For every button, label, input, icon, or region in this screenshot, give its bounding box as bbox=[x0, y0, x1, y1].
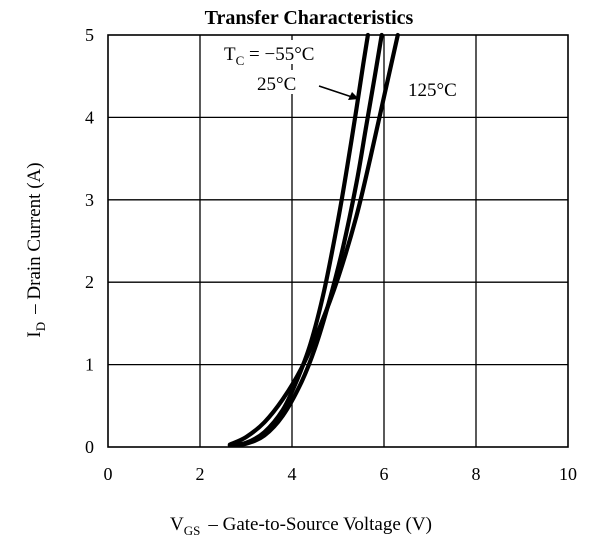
plot-frame bbox=[107, 34, 569, 448]
annotation-tc-symbol: T bbox=[224, 44, 236, 65]
y-tick-label: 4 bbox=[85, 107, 94, 127]
annotation-25c: 25°C bbox=[257, 74, 296, 95]
curves bbox=[227, 32, 400, 448]
annotation-bg-25 bbox=[254, 70, 316, 94]
y-tick-label: 3 bbox=[85, 190, 94, 210]
annotation-bg-tc bbox=[220, 40, 352, 64]
x-tick-label: 10 bbox=[559, 464, 577, 484]
y-axis-subscript: D bbox=[33, 322, 48, 331]
grid bbox=[108, 35, 568, 447]
annotation-25c-leader bbox=[318, 85, 353, 98]
y-tick-label: 2 bbox=[85, 272, 94, 292]
y-tick-label: 5 bbox=[85, 25, 94, 45]
annotation-tc: TC = −55°C bbox=[224, 44, 314, 68]
annotation-bg-125 bbox=[404, 78, 472, 102]
x-tick-label: 6 bbox=[380, 464, 389, 484]
annotation-25c-arrowhead bbox=[348, 92, 359, 100]
y-axis-symbol: I bbox=[24, 331, 45, 337]
x-tick-label: 2 bbox=[196, 464, 205, 484]
x-axis-label: VGS – Gate-to-Source Voltage (V) bbox=[170, 514, 432, 538]
series-minus55c-line bbox=[227, 32, 370, 448]
chart-title: Transfer Characteristics bbox=[205, 7, 414, 29]
annotation-tc-subscript: C bbox=[236, 53, 245, 68]
y-tick-label: 1 bbox=[85, 355, 94, 375]
y-axis-label: ID – Drain Current (A) bbox=[24, 162, 48, 337]
annotation-125c: 125°C bbox=[408, 80, 457, 101]
x-axis-symbol: V bbox=[170, 514, 184, 535]
x-tick-label: 8 bbox=[472, 464, 481, 484]
tick-labels: 0 2 4 6 8 10 0 1 2 3 4 5 bbox=[85, 25, 577, 484]
annotation-tc-text: = −55°C bbox=[244, 44, 314, 65]
x-axis-text: – Gate-to-Source Voltage (V) bbox=[207, 514, 432, 535]
series-125c-line bbox=[227, 32, 400, 447]
y-axis-text: – Drain Current (A) bbox=[24, 162, 45, 314]
y-tick-label: 0 bbox=[85, 437, 94, 457]
x-axis-subscript: GS bbox=[184, 523, 201, 538]
x-tick-label: 4 bbox=[288, 464, 297, 484]
x-tick-label: 0 bbox=[104, 464, 113, 484]
